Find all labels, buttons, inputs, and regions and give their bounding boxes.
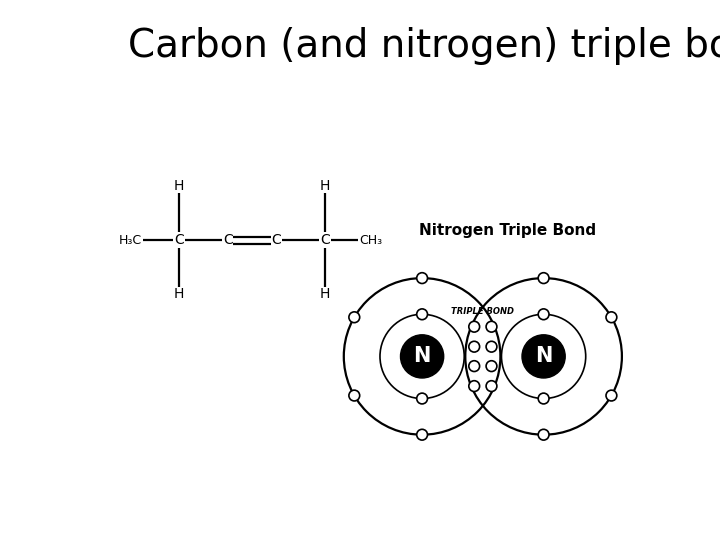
Circle shape	[486, 381, 497, 392]
Circle shape	[417, 393, 428, 404]
Circle shape	[469, 341, 480, 352]
Circle shape	[417, 273, 428, 284]
Circle shape	[469, 381, 480, 392]
Text: H: H	[174, 287, 184, 301]
Circle shape	[538, 273, 549, 284]
Circle shape	[486, 361, 497, 372]
Circle shape	[538, 429, 549, 440]
Circle shape	[538, 309, 549, 320]
Text: TRIPLE BOND: TRIPLE BOND	[451, 307, 514, 316]
Circle shape	[606, 312, 617, 322]
Text: Carbon (and nitrogen) triple bond: Carbon (and nitrogen) triple bond	[128, 27, 720, 65]
Circle shape	[469, 361, 480, 372]
Text: N: N	[535, 346, 552, 367]
Text: C: C	[174, 233, 184, 247]
Text: C: C	[271, 233, 282, 247]
Circle shape	[469, 321, 480, 332]
Text: H: H	[174, 179, 184, 193]
Circle shape	[486, 341, 497, 352]
Text: H: H	[320, 179, 330, 193]
Text: N: N	[413, 346, 431, 367]
Text: H: H	[320, 287, 330, 301]
Circle shape	[606, 390, 617, 401]
Circle shape	[417, 429, 428, 440]
Circle shape	[349, 390, 360, 401]
Circle shape	[522, 335, 565, 378]
Circle shape	[417, 309, 428, 320]
Text: CH₃: CH₃	[359, 234, 382, 247]
Text: Nitrogen Triple Bond: Nitrogen Triple Bond	[419, 222, 597, 238]
Circle shape	[486, 321, 497, 332]
Text: H₃C: H₃C	[119, 234, 142, 247]
Text: C: C	[320, 233, 330, 247]
Circle shape	[349, 312, 360, 322]
Circle shape	[400, 335, 444, 378]
Text: C: C	[222, 233, 233, 247]
Circle shape	[538, 393, 549, 404]
